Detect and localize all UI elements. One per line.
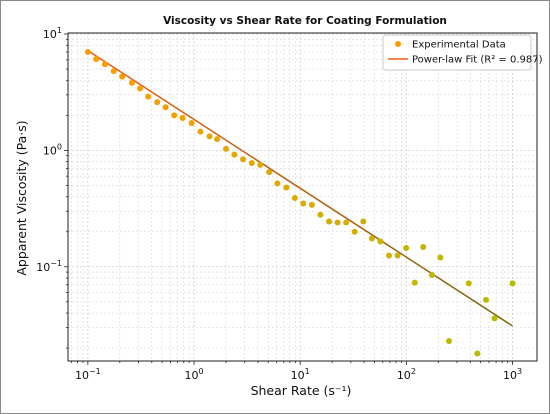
x-tick-label: 103 — [503, 367, 522, 382]
data-point — [368, 235, 375, 242]
data-point — [179, 114, 186, 121]
legend-box — [382, 34, 532, 71]
data-point — [154, 99, 161, 106]
chart-title: Viscosity vs Shear Rate for Coating Form… — [163, 15, 447, 27]
y-tick-label: 10−1 — [36, 259, 62, 274]
data-point — [308, 201, 315, 208]
data-point — [300, 200, 307, 207]
data-point — [351, 228, 358, 235]
x-axis-label: Shear Rate (s⁻¹) — [251, 383, 352, 398]
legend-marker-experimental — [395, 41, 401, 47]
data-point — [119, 73, 126, 80]
y-tick-label: 100 — [43, 142, 62, 157]
data-point — [197, 128, 204, 135]
data-point — [474, 350, 481, 357]
data-point — [394, 252, 401, 259]
data-point — [334, 219, 341, 226]
x-tick-label: 101 — [291, 367, 310, 382]
data-point — [385, 252, 392, 259]
data-point — [283, 184, 290, 191]
data-point — [445, 338, 452, 345]
data-point — [110, 68, 117, 75]
y-axis-label: Apparent Viscosity (Pa·s) — [14, 120, 29, 275]
data-point — [411, 279, 418, 286]
data-point — [437, 254, 444, 261]
data-point — [509, 280, 516, 287]
data-point — [266, 169, 273, 176]
data-point — [214, 136, 221, 143]
axis-ticks: 10−1 100 101 102 103 10−1 100 101 — [36, 26, 522, 382]
data-point — [171, 112, 178, 119]
data-point — [257, 161, 264, 168]
data-point — [93, 55, 100, 62]
data-point — [343, 219, 350, 226]
x-tick-label: 102 — [397, 367, 416, 382]
data-point — [137, 85, 144, 92]
data-point — [206, 133, 213, 140]
data-point — [248, 159, 255, 166]
data-point — [491, 315, 498, 322]
x-tick-label: 100 — [184, 367, 203, 382]
data-point — [326, 218, 333, 225]
data-point — [84, 49, 91, 56]
data-point — [188, 119, 195, 126]
data-point — [403, 244, 410, 251]
legend-label-experimental: Experimental Data — [412, 40, 506, 51]
data-point — [222, 145, 229, 152]
data-point — [240, 156, 247, 163]
data-point — [231, 151, 238, 158]
y-tick-label: 101 — [43, 26, 62, 41]
data-point — [162, 104, 169, 111]
data-point — [360, 218, 367, 225]
x-tick-label: 10−1 — [75, 367, 101, 382]
data-point — [145, 93, 152, 100]
data-point — [465, 280, 472, 287]
legend-label-fit: Power-law Fit (R² = 0.987) — [412, 55, 543, 66]
data-point — [317, 211, 324, 218]
data-point — [482, 296, 489, 303]
data-point — [128, 79, 135, 86]
fit-line — [87, 49, 513, 327]
data-point — [377, 238, 384, 245]
data-point — [101, 61, 108, 68]
legend: Experimental Data Power-law Fit (R² = 0.… — [382, 34, 543, 71]
data-point — [291, 194, 298, 201]
data-point — [428, 271, 435, 278]
data-point — [420, 243, 427, 250]
data-point — [274, 180, 281, 187]
data-points — [84, 49, 516, 357]
fit-line-layer — [87, 49, 513, 327]
grid-lines — [68, 33, 537, 361]
